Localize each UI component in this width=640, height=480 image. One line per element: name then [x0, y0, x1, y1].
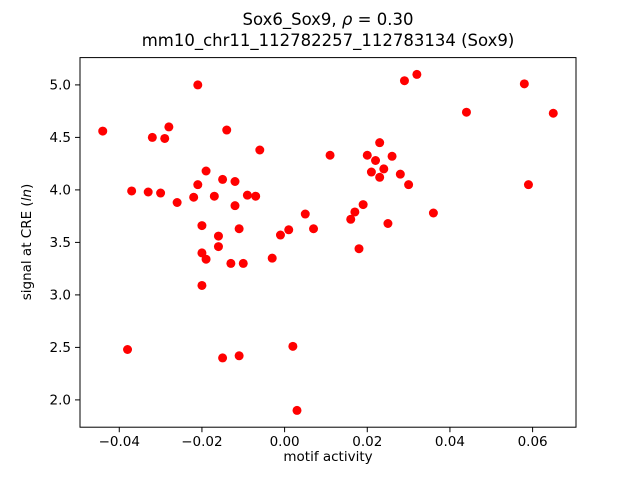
scatter-point	[288, 341, 298, 351]
scatter-point	[127, 186, 137, 196]
scatter-point	[201, 254, 211, 264]
scatter-point	[292, 405, 302, 415]
y-label-italic: ln	[19, 188, 35, 202]
x-tick-label: −0.02	[181, 434, 222, 450]
chart-title: Sox6_Sox9, ρ = 0.30 mm10_chr11_112782257…	[80, 9, 576, 51]
scatter-point	[197, 221, 207, 231]
scatter-point	[284, 225, 294, 235]
x-tick-label: 0.06	[518, 434, 548, 450]
y-tick-label: 4.0	[50, 182, 71, 198]
scatter-point	[222, 125, 232, 135]
scatter-point	[383, 219, 393, 228]
scatter-point	[230, 201, 240, 211]
scatter-point	[218, 174, 228, 184]
x-tick-label: 0.00	[270, 434, 300, 450]
scatter-point	[379, 164, 389, 174]
scatter-point	[399, 76, 409, 86]
scatter-point	[309, 224, 319, 234]
chart-title-line1: Sox6_Sox9, ρ = 0.30	[80, 9, 576, 30]
scatter-point	[275, 230, 285, 240]
scatter-point	[147, 132, 157, 142]
scatter-point	[362, 150, 372, 160]
scatter-point	[156, 188, 166, 198]
scatter-point	[238, 258, 248, 268]
y-tick-label: 5.0	[50, 77, 71, 93]
y-tick-label: 2.5	[50, 340, 71, 356]
scatter-point	[230, 177, 240, 186]
y-label-prefix: signal at CRE (	[19, 201, 35, 301]
scatter-point	[412, 69, 422, 79]
scatter-point	[358, 200, 368, 210]
scatter-point	[213, 231, 223, 241]
y-axis-label: signal at CRE (ln)	[19, 184, 35, 301]
title-prefix: Sox6_Sox9,	[242, 10, 342, 29]
scatter-point	[300, 209, 310, 219]
scatter-point	[242, 190, 252, 200]
y-tick-label: 2.0	[50, 392, 71, 408]
x-axis-label: motif activity	[283, 449, 373, 465]
scatter-point	[267, 253, 277, 263]
title-rho-symbol: ρ	[341, 10, 353, 29]
scatter-point	[209, 191, 219, 201]
scatter-point	[404, 180, 414, 190]
scatter-point	[193, 180, 203, 190]
axes-frame	[79, 57, 577, 428]
x-tick-label: 0.04	[435, 434, 465, 450]
scatter-point	[189, 192, 199, 202]
scatter-point	[172, 198, 182, 207]
scatter-point	[354, 244, 364, 254]
x-tick-label: 0.02	[352, 434, 382, 450]
scatter-point	[428, 208, 438, 218]
scatter-point	[143, 187, 153, 197]
scatter-point	[375, 172, 385, 182]
scatter-point	[346, 214, 356, 224]
scatter-point	[193, 80, 203, 90]
title-suffix: = 0.30	[352, 10, 414, 29]
scatter-point	[387, 151, 397, 161]
scatter-point	[98, 126, 108, 136]
scatter-point	[523, 180, 533, 190]
scatter-point	[226, 258, 236, 268]
scatter-point	[251, 191, 261, 201]
scatter-point	[371, 156, 381, 165]
scatter-point	[123, 345, 133, 354]
scatter-point	[366, 167, 376, 177]
scatter-point	[519, 79, 529, 89]
y-label-suffix: )	[19, 183, 35, 189]
scatter-point	[350, 207, 360, 217]
scatter-point	[255, 145, 265, 155]
scatter-point	[213, 242, 223, 252]
scatter-point	[461, 107, 471, 117]
scatter-point	[201, 166, 211, 176]
scatter-point	[234, 224, 244, 234]
scatter-point	[375, 138, 385, 148]
scatter-point	[160, 133, 170, 143]
y-tick-label: 3.0	[50, 287, 71, 303]
scatter-point	[218, 353, 228, 363]
y-tick-label: 4.5	[50, 130, 71, 146]
scatter-point	[197, 280, 207, 290]
scatter-point	[395, 169, 405, 179]
scatter-point	[234, 351, 244, 361]
scatter-point	[325, 150, 335, 160]
chart-subtitle: mm10_chr11_112782257_112783134 (Sox9)	[141, 31, 515, 50]
scatter-point	[548, 108, 558, 118]
scatter-point	[164, 122, 174, 132]
y-tick-label: 3.5	[50, 235, 71, 251]
x-tick-label: −0.04	[99, 434, 140, 450]
